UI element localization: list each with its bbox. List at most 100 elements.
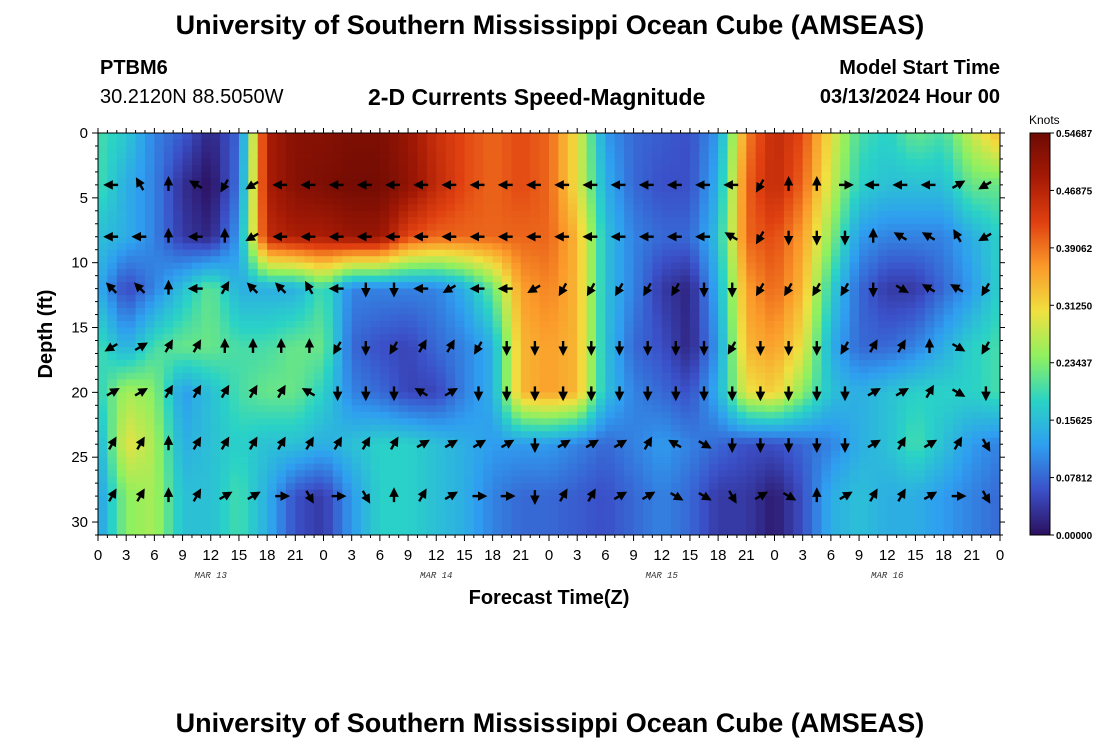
heatmap-cell [689,502,700,510]
heatmap-cell [304,295,315,303]
heatmap-cell [661,476,672,484]
heatmap-cell [689,379,700,387]
heatmap-cell [389,145,400,154]
heatmap-cell [727,197,738,205]
heatmap-cell [304,152,315,160]
heatmap-cell [699,457,710,465]
heatmap-cell [417,158,428,167]
heatmap-cell [783,470,794,478]
heatmap-cell [558,476,569,484]
heatmap-cell [285,301,296,309]
heatmap-cell [163,256,174,264]
heatmap-cell [483,424,494,432]
heatmap-cell [116,301,127,309]
heatmap-cell [671,334,682,342]
heatmap-cell [426,457,437,465]
heatmap-cell [220,418,231,426]
model-start-label: Model Start Time [839,57,1000,79]
heatmap-cell [539,178,550,186]
heatmap-cell [727,165,738,173]
heatmap-cell [417,334,428,342]
heatmap-cell [652,509,663,517]
heatmap-cell [323,346,334,355]
heatmap-cell [718,158,729,167]
heatmap-cell [144,346,155,355]
heatmap-cell [821,385,832,393]
heatmap-cell [276,165,287,173]
heatmap-cell [774,392,785,400]
heatmap-cell [520,145,531,154]
heatmap-cell [436,249,447,257]
heatmap-cell [257,418,268,426]
heatmap-cell [229,191,240,199]
heatmap-cell [248,431,259,439]
heatmap-cell [849,327,860,335]
heatmap-cell [718,217,729,225]
heatmap-cell [539,230,550,238]
heatmap-cell [248,405,259,413]
heatmap-cell [314,217,325,225]
heatmap-cell [426,139,437,147]
heatmap-cell [126,295,137,303]
heatmap-cell [220,424,231,432]
heatmap-cell [98,262,108,270]
heatmap-cell [830,262,841,270]
heatmap-cell [342,372,353,380]
heatmap-cell [398,340,409,348]
heatmap-cell [220,444,231,452]
heatmap-cell [661,515,672,523]
heatmap-cell [332,269,343,277]
heatmap-cell [774,133,785,141]
heatmap-cell [567,405,578,413]
heatmap-cell [229,334,240,342]
heatmap-cell [699,295,710,303]
heatmap-cell [182,223,193,231]
heatmap-cell [502,398,513,406]
heatmap-cell [398,463,409,471]
heatmap-cell [201,346,212,355]
heatmap-cell [821,392,832,400]
heatmap-cell [652,178,663,186]
heatmap-cell [370,366,381,374]
heatmap-cell [567,340,578,348]
heatmap-cell [849,139,860,147]
station-id: PTBM6 [100,57,168,79]
heatmap-cell [774,385,785,393]
heatmap-cell [98,392,108,400]
heatmap-cell [708,223,719,231]
heatmap-cell [323,145,334,154]
heatmap-cell [285,340,296,348]
heatmap-cell [595,366,606,374]
heatmap-cell [783,269,794,277]
heatmap-cell [671,353,682,361]
heatmap-cell [821,145,832,154]
heatmap-cell [257,321,268,329]
heatmap-cell [417,372,428,380]
heatmap-cell [426,476,437,484]
heatmap-cell [238,437,249,445]
heatmap-cell [595,372,606,380]
heatmap-cell [783,366,794,374]
heatmap-cell [445,411,456,419]
heatmap-cell [530,197,541,205]
heatmap-cell [530,275,541,283]
heatmap-cell [736,262,747,270]
heatmap-cell [539,288,550,296]
heatmap-cell [248,197,259,205]
heatmap-cell [652,398,663,406]
heatmap-cell [765,476,776,484]
heatmap-cell [276,450,287,458]
heatmap-cell [577,359,588,368]
heatmap-cell [144,223,155,231]
heatmap-cell [267,502,278,510]
heatmap-cell [492,262,503,270]
heatmap-cell [295,262,306,270]
heatmap-cell [549,184,559,192]
heatmap-cell [502,152,513,160]
heatmap-cell [351,398,362,406]
heatmap-cell [746,392,757,400]
heatmap-cell [595,346,606,355]
heatmap-cell [502,528,513,535]
heatmap-cell [671,275,682,283]
heatmap-cell [342,340,353,348]
